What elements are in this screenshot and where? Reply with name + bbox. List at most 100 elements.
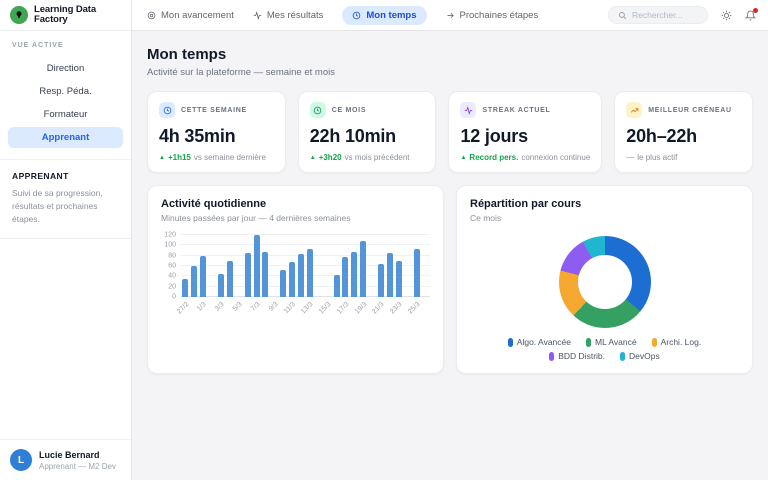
y-tick-label: 80 bbox=[168, 252, 176, 260]
gridline bbox=[181, 265, 430, 266]
tab-mes-r-sultats[interactable]: Mes résultats bbox=[253, 10, 323, 21]
bar-22/3[interactable] bbox=[386, 252, 393, 297]
clock-icon bbox=[309, 102, 326, 118]
bar-chart-subtitle: Minutes passées par jour — 4 dernières s… bbox=[161, 213, 351, 223]
bar-13/3[interactable] bbox=[306, 248, 313, 297]
tab-prochaines-tapes[interactable]: Prochaines étapes bbox=[446, 10, 538, 21]
donut-chart bbox=[558, 236, 651, 328]
bar-27/2[interactable] bbox=[182, 278, 189, 297]
bar-chart-title: Activité quotidienne bbox=[161, 198, 267, 210]
stat-delta-suffix: le plus actif bbox=[637, 153, 678, 162]
search-input[interactable] bbox=[608, 6, 708, 24]
bar-18/3[interactable] bbox=[351, 251, 358, 297]
bar-21/3[interactable] bbox=[378, 264, 385, 297]
bar-1/3[interactable] bbox=[200, 255, 207, 297]
stat-delta-suffix: vs mois précédent bbox=[344, 153, 410, 162]
bar-slot bbox=[217, 235, 226, 297]
bar-16/3[interactable] bbox=[333, 275, 340, 297]
y-tick-label: 20 bbox=[168, 283, 176, 291]
bar-23/3[interactable] bbox=[395, 260, 402, 297]
stat-value: 12 jours bbox=[460, 126, 528, 146]
gridline bbox=[181, 275, 430, 277]
legend-item-archi-log-[interactable]: Archi. Log. bbox=[651, 337, 701, 347]
sidebar-item-formateur[interactable]: Formateur bbox=[43, 109, 88, 120]
bar-19/3[interactable] bbox=[360, 241, 367, 297]
y-tick-label: 60 bbox=[168, 262, 176, 270]
bar-11/3[interactable] bbox=[289, 262, 296, 297]
sidebar-item-apprenant[interactable]: Apprenant bbox=[8, 127, 123, 148]
bell-icon bbox=[745, 10, 756, 21]
theme-icon bbox=[721, 10, 732, 21]
y-tick-label: 100 bbox=[164, 241, 176, 249]
clock-icon bbox=[159, 102, 175, 118]
clock-icon bbox=[352, 11, 361, 20]
bar-4/3[interactable] bbox=[226, 260, 233, 297]
legend-item-devops[interactable]: DevOps bbox=[620, 351, 660, 361]
legend-label: BDD Distrib. bbox=[558, 351, 606, 361]
bar-slot bbox=[181, 235, 190, 297]
main-area: Mon avancement Mes résultats Mon temps Proc… bbox=[132, 0, 768, 480]
stat-delta-suffix: vs semaine dernière bbox=[193, 153, 266, 162]
bar-slot bbox=[288, 235, 297, 297]
donut-wrap bbox=[470, 235, 739, 337]
app-logo[interactable]: Learning Data Factory bbox=[0, 0, 131, 31]
topbar-actions bbox=[608, 6, 758, 24]
bar-slot bbox=[368, 235, 377, 297]
bar-slot bbox=[403, 235, 412, 297]
avatar: L bbox=[10, 449, 32, 471]
plot-area bbox=[181, 234, 430, 297]
view-switcher: VUE ACTIVE Direction Resp. Péda. Formateur… bbox=[0, 31, 131, 160]
bar-7/3[interactable] bbox=[253, 235, 260, 297]
stat-value: 4h 35min bbox=[159, 126, 236, 146]
top-navigation: Mon avancement Mes résultats Mon temps Proc… bbox=[132, 0, 768, 31]
delta-dash-icon: — bbox=[626, 153, 635, 162]
user-role: Apprenant — M2 Dev bbox=[39, 461, 116, 471]
notifications-button[interactable] bbox=[745, 7, 758, 21]
legend-item-bdd-distrib-[interactable]: BDD Distrib. bbox=[549, 351, 605, 361]
sidebar-item-direction[interactable]: Direction bbox=[46, 63, 85, 74]
sidebar-section-label: VUE ACTIVE bbox=[12, 42, 64, 49]
bar-10/3[interactable] bbox=[280, 270, 287, 297]
bar-3/3[interactable] bbox=[217, 273, 225, 297]
bar-slot bbox=[350, 235, 359, 297]
stat-delta: ▲ Record pers. connexion continue bbox=[460, 153, 590, 162]
delta-up-icon: ▲ bbox=[309, 154, 316, 161]
stat-label: CETTE SEMAINE bbox=[181, 106, 247, 114]
tab-mon-avancement[interactable]: Mon avancement bbox=[147, 10, 234, 21]
gridline bbox=[181, 254, 430, 256]
bar-slot bbox=[332, 235, 341, 297]
y-tick-label: 120 bbox=[164, 231, 176, 239]
bar-slot bbox=[359, 235, 368, 297]
legend-dot bbox=[549, 351, 555, 361]
legend-item-ml-avanc-[interactable]: ML Avancé bbox=[585, 337, 637, 347]
course-distribution-card: Répartition par cours Ce mois Algo. Avan… bbox=[456, 185, 753, 374]
gridline bbox=[181, 296, 430, 297]
bar-slot bbox=[252, 235, 261, 297]
tab-mon-temps[interactable]: Mon temps bbox=[342, 5, 427, 25]
search-field[interactable] bbox=[632, 10, 698, 20]
bar-28/2[interactable] bbox=[191, 266, 198, 297]
bar-chart: 0 20 40 60 80 100 120 27/2 1/3 3/3 5/3 7/3 9/3 11/3 13… bbox=[161, 231, 430, 318]
bar-slot bbox=[297, 235, 306, 297]
stat-delta-value: +3h20 bbox=[318, 153, 342, 162]
bar-25/3[interactable] bbox=[413, 248, 420, 297]
donut-chart-subtitle: Ce mois bbox=[470, 213, 502, 223]
stat-card-ce-mois: CE MOIS 22h 10min ▲ +3h20 vs mois précédent bbox=[297, 91, 437, 173]
sidebar-nav: Direction Resp. Péda. Formateur Apprenant bbox=[0, 58, 131, 148]
bar-12/3[interactable] bbox=[298, 254, 305, 297]
page-content: Mon temps Activité sur la plateforme — s… bbox=[132, 31, 768, 385]
bar-6/3[interactable] bbox=[244, 253, 251, 297]
activity-icon bbox=[253, 10, 262, 20]
sidebar-item-resp-p-da-[interactable]: Resp. Péda. bbox=[39, 86, 92, 97]
donut-chart-title: Répartition par cours bbox=[470, 198, 582, 210]
legend-item-algo-avanc-e[interactable]: Algo. Avancée bbox=[507, 337, 571, 347]
bar-slot bbox=[270, 235, 279, 297]
bar-17/3[interactable] bbox=[342, 257, 349, 297]
bar-slot bbox=[234, 235, 243, 297]
theme-toggle-button[interactable] bbox=[721, 10, 732, 21]
role-description: Suivi de sa progression, résultats et pr… bbox=[12, 188, 103, 224]
bar-8/3[interactable] bbox=[262, 251, 269, 297]
user-profile[interactable]: L Lucie Bernard Apprenant — M2 Dev bbox=[0, 439, 131, 480]
legend-dot bbox=[585, 337, 591, 347]
stat-delta-value: Record pers. bbox=[469, 153, 519, 162]
